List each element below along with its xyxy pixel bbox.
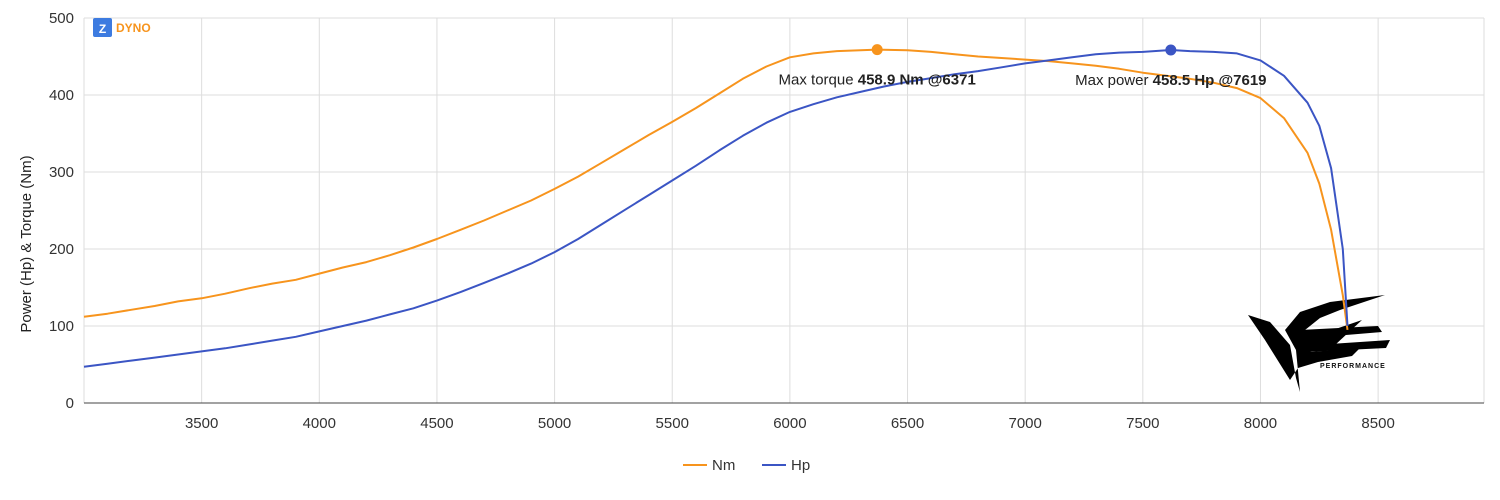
y-axis-label: Power (Hp) & Torque (Nm) [18,155,35,332]
legend: Nm Hp [683,457,810,474]
max-nm-marker [871,44,883,56]
y-axis-ticks: 0 100 200 300 400 500 [49,10,74,412]
legend-label-hp: Hp [791,457,810,474]
max-hp-marker [1165,44,1177,56]
x-tick-label: 3500 [185,415,218,432]
logo-letter: Z [99,22,106,36]
max-markers [871,44,1177,56]
series-line-nm [83,48,1349,331]
x-tick-label: 4000 [303,415,336,432]
watermark-stroke [1300,326,1390,352]
x-tick-label: 4500 [420,415,453,432]
x-tick-label: 6000 [773,415,806,432]
ze-performance-watermark: PERFORMANCE [1248,295,1390,392]
zdyno-logo: Z DYNO [93,18,151,37]
y-tick-label: 500 [49,10,74,27]
series-lines [83,48,1349,368]
logo-badge [93,18,112,37]
max-nm-annotation: Max torque 458.9 Nm @6371 [779,72,976,89]
x-tick-label: 8500 [1361,415,1394,432]
y-tick-label: 200 [49,241,74,258]
x-axis-ticks: 3500 4000 4500 5000 5500 6000 6500 7000 7500 8000… [185,415,1395,432]
x-tick-label: 8000 [1244,415,1277,432]
y-tick-label: 400 [49,87,74,104]
annotations: Max torque 458.9 Nm @6371 Max power 458.5… [779,72,1267,89]
x-tick-label: 7000 [1008,415,1041,432]
grid-lines [83,17,1485,404]
x-tick-label: 6500 [891,415,924,432]
x-tick-label: 5500 [656,415,689,432]
logo-text: DYNO [116,21,151,35]
y-tick-label: 300 [49,164,74,181]
y-tick-label: 100 [49,318,74,335]
x-tick-label: 5000 [538,415,571,432]
x-tick-label: 7500 [1126,415,1159,432]
legend-label-nm: Nm [712,457,735,474]
watermark-text: PERFORMANCE [1320,363,1386,370]
series-line-hp [83,49,1349,368]
watermark-brush-mark [1248,295,1385,392]
y-tick-label: 0 [66,395,74,412]
max-hp-annotation: Max power 458.5 Hp @7619 [1075,72,1266,89]
